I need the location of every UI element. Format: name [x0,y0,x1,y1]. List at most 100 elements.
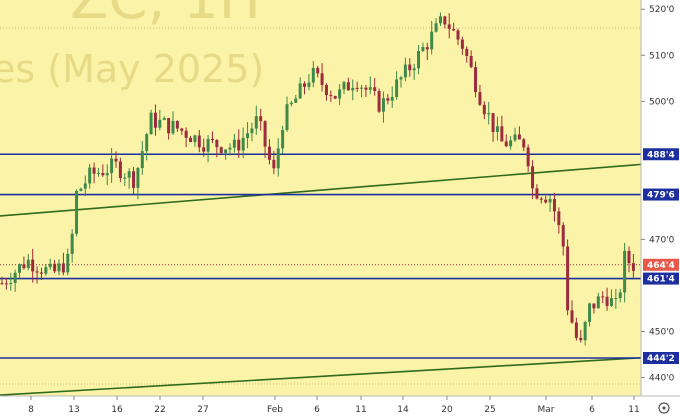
candle-body [127,171,131,178]
candle [105,164,109,186]
candle [83,175,87,197]
candle [132,167,136,195]
candle-body [601,296,605,298]
trendline-upper [0,163,642,217]
current-price-tag [643,258,679,271]
candle [601,291,605,304]
candle [482,101,486,120]
candle [289,100,293,107]
candle [316,65,320,78]
candle-body [329,95,333,97]
candle [526,144,530,172]
candle [171,111,175,136]
candle [438,12,442,27]
watermark-symbol: ZC, 1H [70,0,261,32]
candle-body [381,98,385,112]
candle [487,102,491,125]
candle [390,86,394,108]
candle-body [320,73,324,85]
candle-body [53,263,57,272]
candle-body [193,135,197,143]
candle [491,113,495,142]
candle [263,120,267,158]
level-price-label: 461'4 [647,275,675,285]
candle-body [61,263,65,273]
candle-body [377,90,381,112]
candle [513,127,517,142]
candle [39,267,43,280]
candle-body [88,167,92,184]
candle [31,248,35,283]
candle [456,28,460,46]
candle [66,248,70,276]
candle-body [232,139,236,148]
candle [92,162,96,184]
candle [110,147,114,183]
settings-icon[interactable] [658,402,670,414]
candle-body [13,272,17,283]
candle [259,108,263,131]
candle-body [162,118,166,120]
candle [215,139,219,158]
candle-body [171,120,175,134]
settings-icon-center[interactable] [662,406,666,410]
candle [26,254,30,271]
axis-settings-button[interactable] [658,402,670,414]
candle [583,320,587,346]
candle [206,135,210,163]
candle-body [281,130,285,149]
candle [333,95,337,100]
time-axis: 8 13 16 22 27 Feb 6 11 14 20 25 Mar 6 11 [0,395,680,415]
candle-body [167,118,171,134]
candle-body [206,138,210,152]
candle-body [118,161,122,178]
candle-body [487,113,491,115]
y-tick-label: 450'0 [649,328,675,338]
candle-body [57,263,61,272]
candle-body [368,87,372,90]
candle-body [83,183,87,189]
candle [0,276,4,285]
candle-body [92,167,96,174]
candle-body [465,48,469,57]
candle [219,146,223,156]
candle-body [324,84,328,96]
candle-body [403,64,407,78]
candle [114,151,118,168]
candle-body [289,102,293,105]
candle [329,90,333,102]
candle [566,239,570,316]
candle-body [39,272,43,274]
candle-body [4,283,8,285]
candle-body [35,271,39,273]
candle [175,120,179,132]
candle-body [434,23,438,32]
x-tick-label: 14 [397,405,409,415]
candle-body [136,168,140,188]
x-tick-label: 27 [197,405,208,415]
candle-body [386,98,390,101]
candle [75,189,79,237]
candle-body [0,283,4,285]
candle-body [346,82,350,91]
candle-body [66,253,70,273]
candle [88,163,92,189]
candle [13,269,17,292]
candle [386,94,390,105]
candle-body [412,68,416,71]
candle-body [276,148,280,169]
candle [79,187,83,192]
candle [465,46,469,63]
candle-body [316,67,320,74]
trendline-lower [0,356,642,396]
candle-body [447,24,451,29]
candle [281,125,285,154]
candle [53,259,57,274]
candle-body [267,146,271,160]
candle [342,80,346,95]
candle [189,136,193,143]
candle-body [596,296,600,309]
candle-body [373,87,377,91]
candle-body [110,158,114,174]
